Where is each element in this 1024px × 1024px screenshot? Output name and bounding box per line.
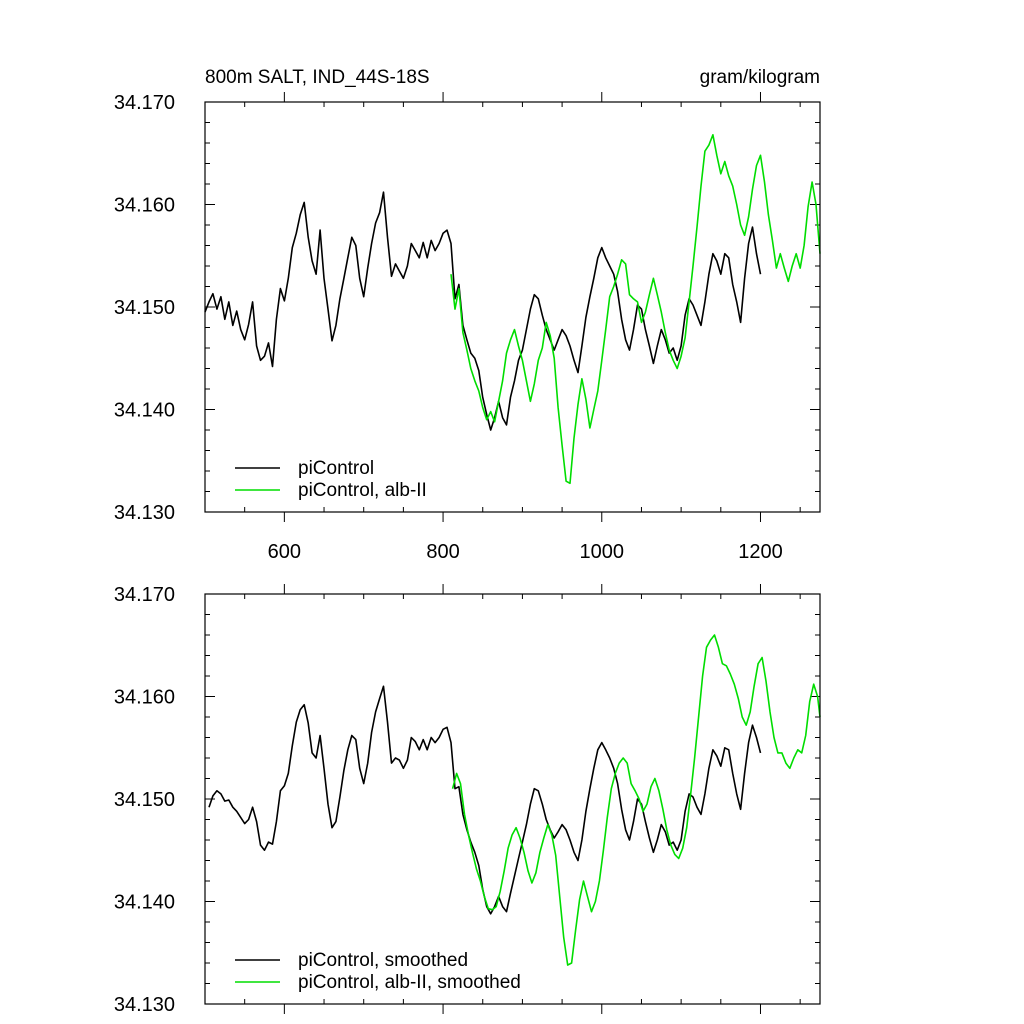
y-tick-label: 34.160	[114, 195, 175, 217]
top-panel-series	[204, 134, 821, 485]
y-tick-label: 34.140	[114, 892, 175, 914]
legend-label: piControl, smoothed	[298, 950, 468, 971]
series-line	[451, 634, 821, 966]
bottom-panel: 34.130 34.140 34.150 34.160 34.170 piControl…	[114, 584, 821, 1016]
y-tick-label: 34.130	[114, 502, 175, 524]
series-line	[208, 685, 762, 915]
y-tick-label: 34.160	[114, 687, 175, 709]
series-line	[204, 191, 762, 431]
legend-label: piControl	[298, 458, 374, 479]
x-tick-label: 1200	[738, 541, 783, 563]
y-tick-label: 34.150	[114, 297, 175, 319]
bottom-panel-series	[208, 634, 821, 966]
y-tick-label: 34.130	[114, 994, 175, 1016]
top-panel-ticks	[205, 92, 820, 522]
y-tick-label: 34.140	[114, 400, 175, 422]
top-panel-tick-labels: 34.130 34.140 34.150 34.160 34.170 600 800 1000…	[114, 92, 783, 563]
y-tick-label: 34.170	[114, 584, 175, 606]
x-tick-label: 1000	[580, 541, 625, 563]
top-panel-title-left: 800m SALT, IND_44S-18S	[205, 67, 430, 88]
legend-label: piControl, alb-II	[298, 480, 427, 501]
top-panel: 800m SALT, IND_44S-18S gram/kilogram 34.…	[114, 67, 821, 563]
series-line	[450, 134, 821, 485]
top-panel-frame	[204, 101, 821, 513]
bottom-panel-tick-labels: 34.130 34.140 34.150 34.160 34.170	[114, 584, 175, 1016]
bottom-panel-frame	[204, 593, 821, 1005]
x-tick-label: 600	[268, 541, 301, 563]
y-tick-label: 34.150	[114, 789, 175, 811]
y-tick-label: 34.170	[114, 92, 175, 114]
legend-label: piControl, alb-II, smoothed	[298, 972, 521, 993]
top-panel-title-right: gram/kilogram	[700, 67, 820, 88]
x-tick-label: 800	[426, 541, 459, 563]
